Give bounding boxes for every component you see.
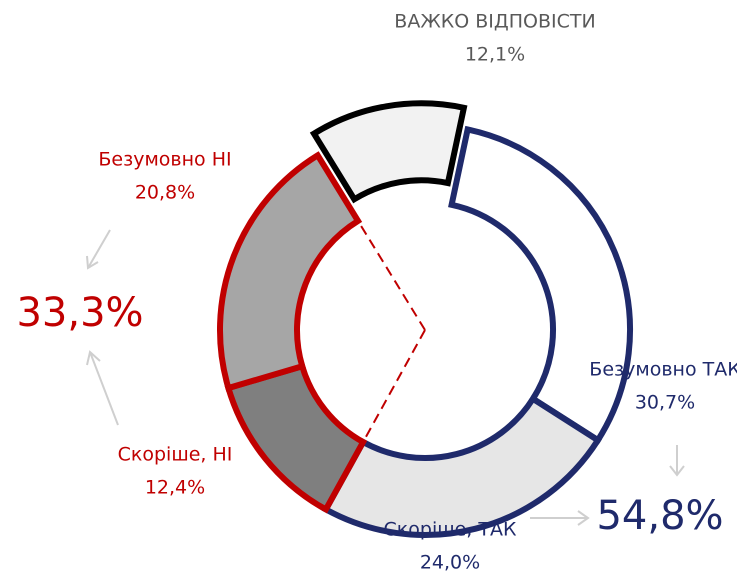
total-label: 54,8% [596, 493, 723, 539]
segment-label: Безумовно НІ [98, 149, 231, 171]
arrow-head [577, 510, 590, 526]
segment-label: Скоріше, ТАК [384, 519, 517, 541]
donut-segment [448, 125, 633, 445]
arrow-head [86, 255, 99, 270]
donut-segment [217, 151, 363, 392]
value-label: 24,0% [420, 552, 480, 574]
total-label: 33,3% [16, 290, 143, 336]
arrow-head [669, 465, 685, 477]
arrow-head [86, 350, 101, 366]
value-label: 12,1% [465, 44, 525, 66]
donut-segment [321, 394, 603, 538]
segment-label: Безумовно ТАК [589, 359, 737, 381]
guide-line [357, 220, 426, 331]
arrow [87, 229, 111, 269]
segment-label: ВАЖКО ВІДПОВІСТИ [394, 11, 595, 33]
segment-label: Скоріше, НІ [118, 444, 233, 466]
guide-line [362, 329, 426, 443]
donut-segment [309, 100, 468, 204]
value-label: 12,4% [145, 477, 205, 499]
value-label: 20,8% [135, 182, 195, 204]
value-label: 30,7% [635, 392, 695, 414]
arrow [89, 351, 119, 426]
